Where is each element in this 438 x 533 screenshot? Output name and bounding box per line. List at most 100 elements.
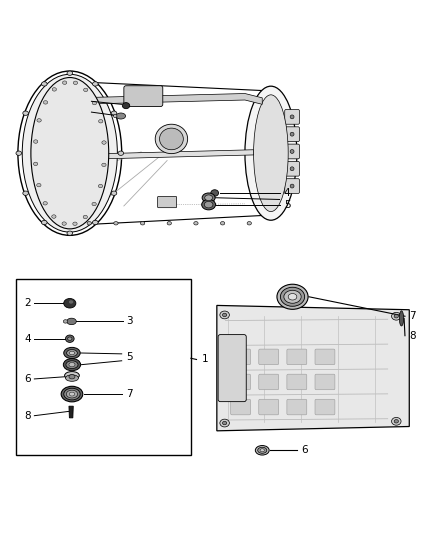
Ellipse shape — [204, 201, 213, 208]
FancyBboxPatch shape — [287, 374, 307, 390]
Ellipse shape — [113, 114, 117, 118]
Ellipse shape — [64, 320, 67, 323]
Ellipse shape — [220, 419, 230, 427]
Text: 6: 6 — [301, 445, 308, 455]
Ellipse shape — [92, 82, 98, 86]
Polygon shape — [87, 150, 254, 159]
Ellipse shape — [87, 222, 92, 225]
FancyBboxPatch shape — [315, 349, 335, 365]
Ellipse shape — [92, 101, 97, 105]
Ellipse shape — [141, 222, 145, 225]
Ellipse shape — [99, 119, 103, 123]
Ellipse shape — [167, 222, 171, 225]
FancyBboxPatch shape — [231, 399, 251, 415]
Ellipse shape — [223, 313, 227, 317]
Ellipse shape — [280, 287, 304, 306]
Ellipse shape — [394, 419, 399, 423]
Ellipse shape — [62, 222, 66, 225]
Ellipse shape — [43, 201, 47, 205]
FancyBboxPatch shape — [259, 349, 279, 365]
Ellipse shape — [63, 81, 67, 84]
Text: 5: 5 — [284, 200, 290, 209]
FancyBboxPatch shape — [315, 374, 335, 390]
Ellipse shape — [64, 348, 80, 359]
Ellipse shape — [114, 222, 118, 225]
Ellipse shape — [399, 311, 404, 326]
Ellipse shape — [205, 195, 212, 200]
Ellipse shape — [69, 351, 74, 355]
Ellipse shape — [16, 151, 21, 155]
Ellipse shape — [211, 190, 219, 196]
Ellipse shape — [260, 449, 265, 452]
Ellipse shape — [245, 86, 297, 220]
Ellipse shape — [67, 337, 72, 341]
Ellipse shape — [290, 132, 294, 136]
Ellipse shape — [111, 191, 117, 196]
Ellipse shape — [66, 361, 78, 368]
Text: 8: 8 — [24, 411, 31, 421]
Ellipse shape — [73, 81, 78, 85]
Text: 4: 4 — [284, 188, 290, 198]
Bar — [16, 279, 191, 455]
Ellipse shape — [67, 231, 73, 236]
Ellipse shape — [37, 119, 41, 122]
Ellipse shape — [23, 111, 28, 115]
Ellipse shape — [118, 151, 124, 155]
Ellipse shape — [69, 392, 75, 396]
Ellipse shape — [155, 124, 187, 154]
Ellipse shape — [99, 184, 102, 188]
Polygon shape — [69, 406, 73, 418]
Ellipse shape — [83, 215, 88, 219]
Ellipse shape — [64, 359, 81, 371]
FancyBboxPatch shape — [158, 197, 177, 208]
FancyBboxPatch shape — [124, 86, 163, 107]
Polygon shape — [74, 93, 262, 104]
Ellipse shape — [220, 311, 230, 319]
Ellipse shape — [258, 447, 267, 453]
Text: 4: 4 — [24, 334, 31, 344]
Ellipse shape — [23, 191, 28, 196]
Ellipse shape — [277, 284, 308, 309]
Ellipse shape — [247, 222, 251, 225]
Ellipse shape — [33, 162, 38, 166]
Text: 3: 3 — [83, 107, 89, 117]
Ellipse shape — [92, 220, 98, 224]
FancyBboxPatch shape — [231, 349, 251, 365]
FancyBboxPatch shape — [259, 374, 279, 390]
Text: 5: 5 — [126, 352, 133, 362]
Ellipse shape — [194, 222, 198, 225]
Text: 7: 7 — [126, 389, 133, 399]
Ellipse shape — [202, 199, 215, 210]
Text: 8: 8 — [409, 330, 416, 341]
Text: 7: 7 — [409, 311, 416, 321]
FancyBboxPatch shape — [285, 109, 300, 124]
Polygon shape — [70, 82, 279, 225]
Ellipse shape — [66, 390, 78, 398]
Ellipse shape — [69, 375, 75, 379]
FancyBboxPatch shape — [285, 179, 300, 193]
Ellipse shape — [92, 203, 96, 206]
Ellipse shape — [102, 141, 106, 144]
Ellipse shape — [67, 71, 73, 75]
Ellipse shape — [65, 372, 79, 379]
Ellipse shape — [64, 388, 80, 400]
Text: 3: 3 — [126, 317, 133, 326]
Ellipse shape — [52, 87, 57, 91]
Ellipse shape — [111, 111, 117, 115]
FancyBboxPatch shape — [285, 127, 300, 142]
Ellipse shape — [69, 362, 75, 367]
Ellipse shape — [61, 386, 83, 402]
Ellipse shape — [102, 163, 106, 167]
Text: 2: 2 — [24, 298, 31, 308]
FancyBboxPatch shape — [285, 161, 300, 176]
FancyBboxPatch shape — [259, 399, 279, 415]
Ellipse shape — [43, 101, 48, 104]
Text: 6: 6 — [24, 374, 31, 384]
Polygon shape — [217, 305, 409, 431]
FancyBboxPatch shape — [231, 374, 251, 390]
Text: 2: 2 — [83, 96, 89, 106]
FancyBboxPatch shape — [315, 399, 335, 415]
Ellipse shape — [290, 115, 294, 119]
Ellipse shape — [34, 140, 38, 143]
Ellipse shape — [66, 375, 78, 381]
